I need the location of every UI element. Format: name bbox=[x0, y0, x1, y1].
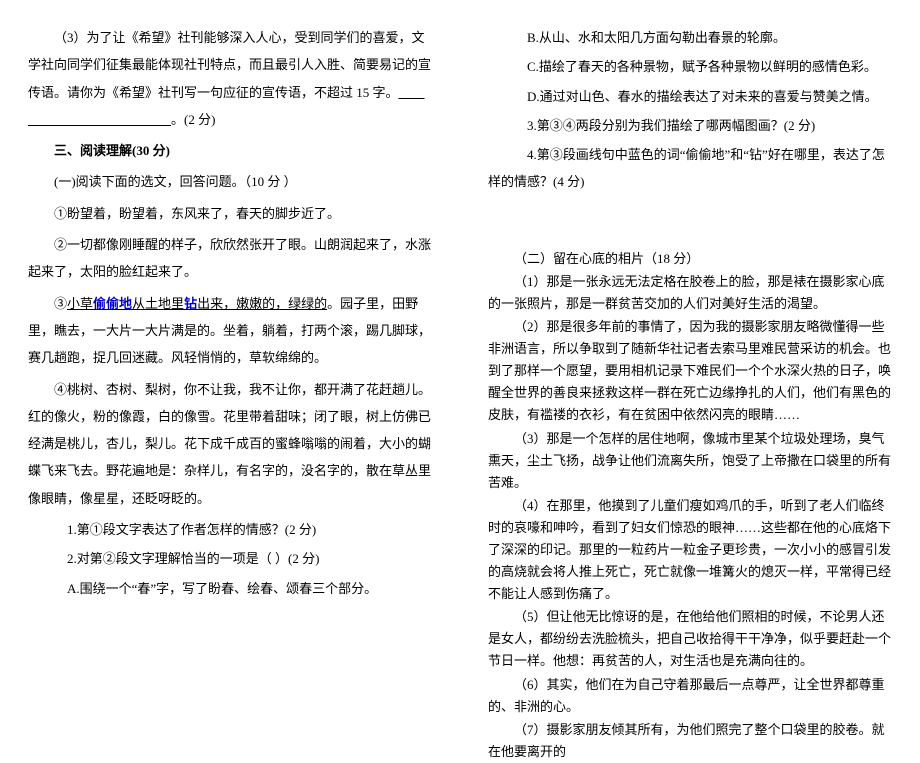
right-column: B.从山、水和太阳几方面勾勒出春景的轮廓。 C.描绘了春天的各种景物，赋予各种景… bbox=[460, 0, 920, 650]
p3-mid: 从土地里 bbox=[132, 296, 184, 311]
option-b: B.从山、水和太阳几方面勾勒出春景的轮廓。 bbox=[488, 24, 892, 51]
subsection-2-title: （二）留在心底的相片（18 分） bbox=[488, 248, 892, 270]
question-4: 4.第③段画线句中蓝色的词“偷偷地”和“钻”好在哪里，表达了怎样的情感？(4 分… bbox=[488, 141, 892, 196]
passage2-p2: （2）那是很多年前的事情了，因为我的摄影家朋友略微懂得一些非洲语言，所以争取到了… bbox=[488, 316, 892, 426]
option-d: D.通过对山色、春水的描绘表达了对未来的喜爱与赞美之情。 bbox=[488, 83, 892, 110]
p3-post: 出来，嫩嫩的，绿绿的 bbox=[197, 296, 327, 311]
option-a: A.围绕一个“春”字，写了盼春、绘春、颂春三个部分。 bbox=[28, 575, 432, 602]
passage-para-1: ①盼望着，盼望着，东风来了，春天的脚步近了。 bbox=[28, 200, 432, 227]
passage2-p7: （7）摄影家朋友倾其所有，为他们照完了整个口袋里的胶卷。就在他要离开的 bbox=[488, 719, 892, 763]
passage2-p1: （1）那是一张永远无法定格在胶卷上的脸，那是裱在摄影家心底的一张照片，那是一群贫… bbox=[488, 271, 892, 315]
passage2-p3: （3）那是一个怎样的居住地啊，像城市里某个垃圾处理场，臭气熏天，尘土飞扬，战争让… bbox=[488, 428, 892, 494]
option-c: C.描绘了春天的各种景物，赋予各种景物以鲜明的感情色彩。 bbox=[488, 53, 892, 80]
question-3: 3.第③④两段分别为我们描绘了哪两幅图画？(2 分) bbox=[488, 112, 892, 139]
p3-blue1: 偷偷地 bbox=[93, 296, 132, 311]
section-3-title: 三、阅读理解(30 分) bbox=[28, 137, 432, 164]
q3-prompt: （3）为了让《希望》社刊能够深入人心，受到同学们的喜爱，文学社向同学们征集最能体… bbox=[28, 24, 432, 133]
question-1: 1.第①段文字表达了作者怎样的情感？(2 分) bbox=[28, 516, 432, 543]
passage2-p6: （6）其实，他们在为自己守着那最后一点尊严，让全世界都尊重的、非洲的心。 bbox=[488, 674, 892, 718]
passage-para-2: ②一切都像刚睡醒的样子，欣欣然张开了眼。山朗润起来了，水涨起来了，太阳的脸红起来… bbox=[28, 231, 432, 286]
q3-text: （3）为了让《希望》社刊能够深入人心，受到同学们的喜爱，文学社向同学们征集最能体… bbox=[28, 30, 431, 100]
left-column: （3）为了让《希望》社刊能够深入人心，受到同学们的喜爱，文学社向同学们征集最能体… bbox=[0, 0, 460, 650]
spacer-2 bbox=[488, 224, 892, 248]
passage2-p5: （5）但让他无比惊讶的是，在他给他们照相的时候，不论男人还是女人，都纷纷去洗脸梳… bbox=[488, 606, 892, 672]
question-2: 2.对第②段文字理解恰当的一项是（ ）(2 分) bbox=[28, 545, 432, 572]
passage2-p4: （4）在那里，他摸到了儿童们瘦如鸡爪的手，听到了老人们临终时的哀嚎和呻吟，看到了… bbox=[488, 495, 892, 605]
q3-tail: 。(2 分) bbox=[171, 112, 215, 127]
subsection-1-title: (一)阅读下面的选文，回答问题。（10 分 ） bbox=[28, 168, 432, 195]
spacer bbox=[488, 200, 892, 224]
p3-underline: 小草偷偷地从土地里钻出来，嫩嫩的，绿绿的 bbox=[67, 296, 327, 311]
p3-blue2: 钻 bbox=[184, 296, 197, 311]
p3-u: 小草 bbox=[67, 296, 93, 311]
passage-para-3: ③小草偷偷地从土地里钻出来，嫩嫩的，绿绿的。园子里，田野里，瞧去，一大片一大片满… bbox=[28, 290, 432, 372]
passage-para-4: ④桃树、杏树、梨树，你不让我，我不让你，都开满了花赶趟儿。红的像火，粉的像霞，白… bbox=[28, 376, 432, 512]
p3-pre: ③ bbox=[54, 296, 67, 311]
